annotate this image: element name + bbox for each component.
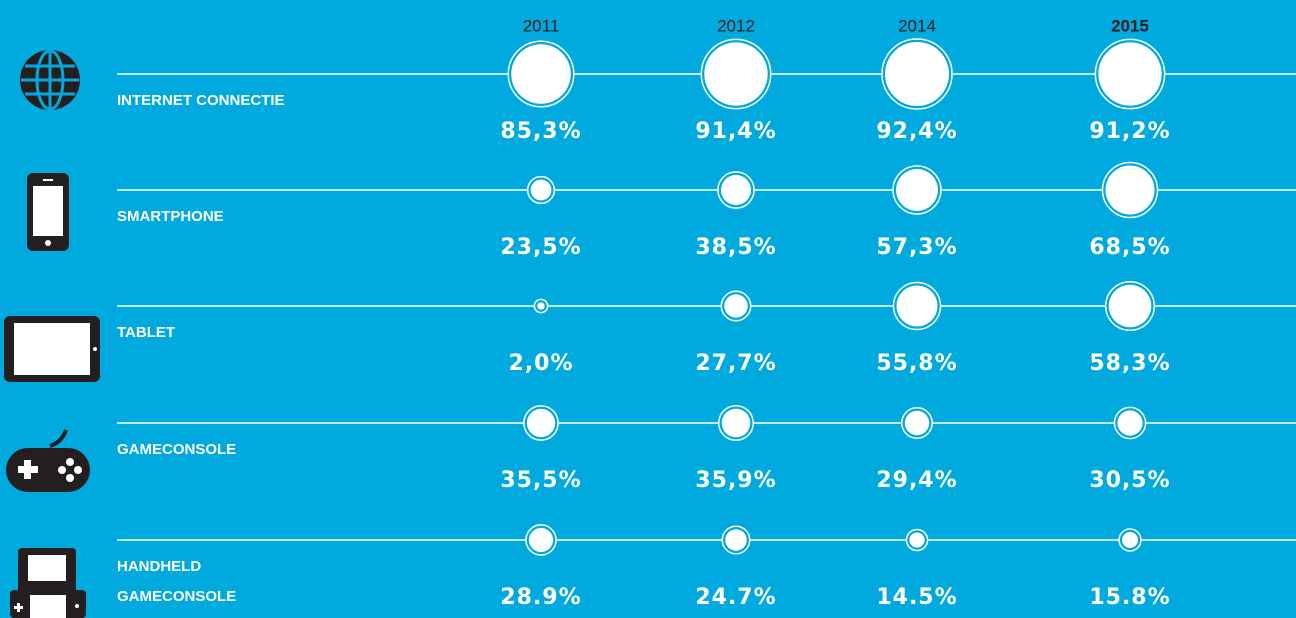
value-label: 2,0% — [508, 351, 573, 376]
bubble — [1108, 284, 1152, 328]
bubble — [704, 42, 768, 106]
row-label: INTERNET CONNECTIE — [117, 92, 285, 109]
value-label: 58,3% — [1089, 351, 1170, 376]
globe-icon — [20, 49, 80, 111]
bubble — [511, 44, 571, 104]
value-label: 28.9% — [500, 585, 581, 610]
bubble — [1105, 165, 1155, 215]
bubble — [904, 410, 930, 436]
bubble — [909, 532, 925, 548]
gamepad-icon — [6, 429, 90, 492]
row-label: HANDHELD GAMECONSOLE — [117, 558, 237, 605]
value-label: 68,5% — [1089, 235, 1170, 260]
row-label: SMARTPHONE — [117, 208, 224, 225]
value-label: 35,9% — [695, 468, 776, 493]
value-label: 30,5% — [1089, 468, 1170, 493]
value-label: 27,7% — [695, 351, 776, 376]
bubble — [725, 529, 747, 551]
tablet-icon — [4, 316, 100, 382]
value-label: 38,5% — [695, 235, 776, 260]
value-label: 14.5% — [876, 585, 957, 610]
value-label: 57,3% — [876, 235, 957, 260]
value-label: 23,5% — [500, 235, 581, 260]
year-label: 2011 — [523, 16, 560, 35]
bubble — [1122, 532, 1138, 548]
value-label: 24.7% — [695, 585, 776, 610]
bubble — [721, 408, 751, 438]
icons — [4, 49, 100, 618]
handheld-icon — [10, 548, 86, 618]
bubble — [720, 174, 752, 206]
value-label: 91,4% — [695, 119, 776, 144]
value-label: 85,3% — [500, 119, 581, 144]
bubble — [528, 527, 554, 553]
row-label: GAMECONSOLE — [117, 441, 237, 458]
year-label: 2012 — [717, 16, 755, 35]
value-label: 91,2% — [1089, 119, 1170, 144]
bubble — [724, 294, 748, 318]
bubble — [537, 302, 545, 310]
value-label: 29,4% — [876, 468, 957, 493]
row-label: TABLET — [117, 324, 176, 341]
bubble — [530, 179, 552, 201]
bubble — [1117, 410, 1143, 436]
value-label: 92,4% — [876, 119, 957, 144]
bubble — [1098, 42, 1162, 106]
bubble — [896, 169, 938, 211]
value-label: 35,5% — [500, 468, 581, 493]
bubble — [896, 285, 938, 327]
bubble — [885, 42, 949, 106]
value-label: 55,8% — [876, 351, 957, 376]
year-label: 2015 — [1111, 16, 1149, 35]
year-label: 2014 — [898, 16, 936, 35]
phone-icon — [27, 173, 69, 251]
bubble — [526, 408, 556, 438]
value-label: 15.8% — [1089, 585, 1170, 610]
